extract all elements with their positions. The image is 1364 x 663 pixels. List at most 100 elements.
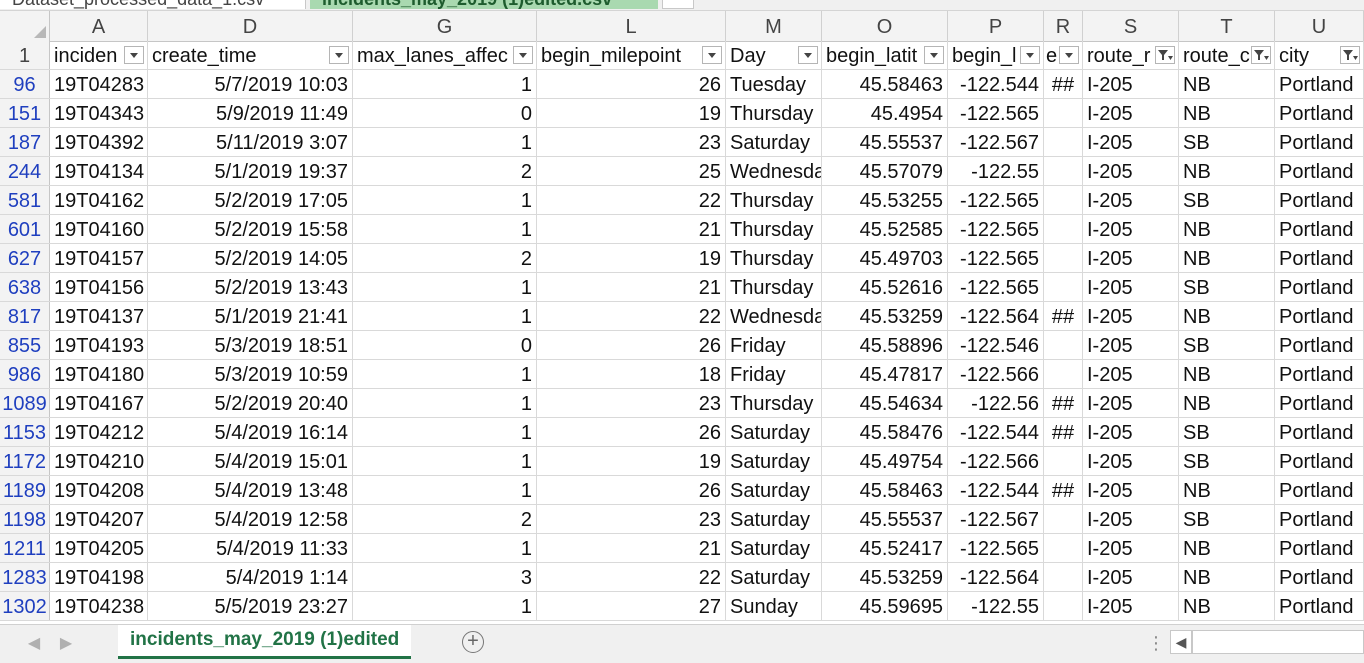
cell-city[interactable]: Portland	[1275, 563, 1364, 591]
column-header-M[interactable]: M	[726, 11, 822, 41]
file-tab-incidents[interactable]: incidents_may_2019 (1)edited.csv	[310, 0, 658, 9]
row-number[interactable]: 855	[0, 331, 50, 359]
cell-route-direction[interactable]: NB	[1179, 157, 1275, 185]
cell-route-number[interactable]: I-205	[1083, 331, 1179, 359]
cell-max-lanes-affected[interactable]: 2	[353, 505, 537, 533]
cell-route-number[interactable]: I-205	[1083, 563, 1179, 591]
cell-begin-latitude[interactable]: 45.53255	[822, 186, 948, 214]
cell-day[interactable]: Tuesday	[726, 70, 822, 98]
cell-begin-latitude[interactable]: 45.47817	[822, 360, 948, 388]
cell-col-e[interactable]	[1044, 331, 1083, 359]
cell-col-e[interactable]	[1044, 592, 1083, 620]
cell-route-direction[interactable]: NB	[1179, 70, 1275, 98]
row-number[interactable]: 581	[0, 186, 50, 214]
cell-route-direction[interactable]: NB	[1179, 244, 1275, 272]
cell-col-e[interactable]	[1044, 186, 1083, 214]
header-cell-create-time[interactable]: create_time	[148, 41, 353, 69]
header-cell-route-direction[interactable]: route_c	[1179, 41, 1275, 69]
cell-route-number[interactable]: I-205	[1083, 592, 1179, 620]
cell-create-time[interactable]: 5/2/2019 17:05	[148, 186, 353, 214]
cell-create-time[interactable]: 5/7/2019 10:03	[148, 70, 353, 98]
cell-begin-latitude[interactable]: 45.52585	[822, 215, 948, 243]
cell-begin-milepoint[interactable]: 26	[537, 331, 726, 359]
cell-begin-milepoint[interactable]: 26	[537, 70, 726, 98]
cell-begin-latitude[interactable]: 45.55537	[822, 128, 948, 156]
cell-day[interactable]: Thursday	[726, 99, 822, 127]
cell-begin-latitude[interactable]: 45.4954	[822, 99, 948, 127]
cell-begin-longitude[interactable]: -122.565	[948, 99, 1044, 127]
cell-incident[interactable]: 19T04160	[50, 215, 148, 243]
cell-day[interactable]: Thursday	[726, 244, 822, 272]
cell-day[interactable]: Thursday	[726, 186, 822, 214]
cell-incident[interactable]: 19T04238	[50, 592, 148, 620]
header-cell-route-number[interactable]: route_r	[1083, 41, 1179, 69]
cell-route-number[interactable]: I-205	[1083, 476, 1179, 504]
cell-begin-milepoint[interactable]: 21	[537, 534, 726, 562]
cell-begin-latitude[interactable]: 45.52616	[822, 273, 948, 301]
header-cell-begin-latitude[interactable]: begin_latit	[822, 41, 948, 69]
cell-incident[interactable]: 19T04180	[50, 360, 148, 388]
cell-day[interactable]: Saturday	[726, 418, 822, 446]
cell-max-lanes-affected[interactable]: 1	[353, 273, 537, 301]
cell-incident[interactable]: 19T04193	[50, 331, 148, 359]
row-number[interactable]: 1089	[0, 389, 50, 417]
row-number[interactable]: 1211	[0, 534, 50, 562]
cell-create-time[interactable]: 5/2/2019 15:58	[148, 215, 353, 243]
cell-begin-milepoint[interactable]: 18	[537, 360, 726, 388]
cell-col-e[interactable]: ##	[1044, 418, 1083, 446]
cell-day[interactable]: Friday	[726, 331, 822, 359]
prev-sheet-icon[interactable]: ◀	[27, 635, 41, 652]
cell-incident[interactable]: 19T04208	[50, 476, 148, 504]
cell-city[interactable]: Portland	[1275, 476, 1364, 504]
file-tab-new[interactable]	[662, 0, 694, 9]
cell-city[interactable]: Portland	[1275, 273, 1364, 301]
row-number[interactable]: 986	[0, 360, 50, 388]
cell-begin-longitude[interactable]: -122.565	[948, 534, 1044, 562]
filter-dropdown-icon[interactable]	[798, 46, 818, 64]
cell-incident[interactable]: 19T04167	[50, 389, 148, 417]
cell-max-lanes-affected[interactable]: 1	[353, 418, 537, 446]
cell-begin-latitude[interactable]: 45.58476	[822, 418, 948, 446]
cell-create-time[interactable]: 5/1/2019 19:37	[148, 157, 353, 185]
cell-begin-longitude[interactable]: -122.564	[948, 302, 1044, 330]
header-cell-city[interactable]: city	[1275, 41, 1364, 69]
add-sheet-button[interactable]: +	[462, 631, 484, 653]
row-number[interactable]: 1198	[0, 505, 50, 533]
cell-max-lanes-affected[interactable]: 2	[353, 157, 537, 185]
cell-begin-milepoint[interactable]: 22	[537, 563, 726, 591]
cell-city[interactable]: Portland	[1275, 360, 1364, 388]
filter-applied-icon[interactable]	[1155, 46, 1175, 64]
row-number[interactable]: 96	[0, 70, 50, 98]
cell-col-e[interactable]	[1044, 128, 1083, 156]
next-sheet-icon[interactable]: ▶	[59, 635, 73, 652]
cell-create-time[interactable]: 5/5/2019 23:27	[148, 592, 353, 620]
cell-city[interactable]: Portland	[1275, 244, 1364, 272]
cell-col-e[interactable]: ##	[1044, 70, 1083, 98]
filter-applied-icon[interactable]	[1251, 46, 1271, 64]
cell-begin-longitude[interactable]: -122.565	[948, 273, 1044, 301]
cell-route-number[interactable]: I-205	[1083, 447, 1179, 475]
header-cell-day[interactable]: Day	[726, 41, 822, 69]
cell-route-direction[interactable]: SB	[1179, 447, 1275, 475]
cell-begin-latitude[interactable]: 45.55537	[822, 505, 948, 533]
cell-begin-milepoint[interactable]: 19	[537, 447, 726, 475]
column-header-L[interactable]: L	[537, 11, 726, 41]
sheet-tab-active[interactable]: incidents_may_2019 (1)edited	[118, 625, 412, 659]
cell-create-time[interactable]: 5/11/2019 3:07	[148, 128, 353, 156]
header-cell-begin-milepoint[interactable]: begin_milepoint	[537, 41, 726, 69]
cell-incident[interactable]: 19T04283	[50, 70, 148, 98]
cell-begin-milepoint[interactable]: 25	[537, 157, 726, 185]
cell-col-e[interactable]: ##	[1044, 302, 1083, 330]
cell-incident[interactable]: 19T04212	[50, 418, 148, 446]
column-header-O[interactable]: O	[822, 11, 948, 41]
cell-incident[interactable]: 19T04205	[50, 534, 148, 562]
cell-day[interactable]: Friday	[726, 360, 822, 388]
cell-route-number[interactable]: I-205	[1083, 505, 1179, 533]
cell-incident[interactable]: 19T04207	[50, 505, 148, 533]
split-handle-icon[interactable]: ⋮	[1147, 633, 1165, 653]
column-header-P[interactable]: P	[948, 11, 1044, 41]
cell-begin-latitude[interactable]: 45.57079	[822, 157, 948, 185]
cell-max-lanes-affected[interactable]: 2	[353, 244, 537, 272]
cell-city[interactable]: Portland	[1275, 592, 1364, 620]
cell-city[interactable]: Portland	[1275, 447, 1364, 475]
